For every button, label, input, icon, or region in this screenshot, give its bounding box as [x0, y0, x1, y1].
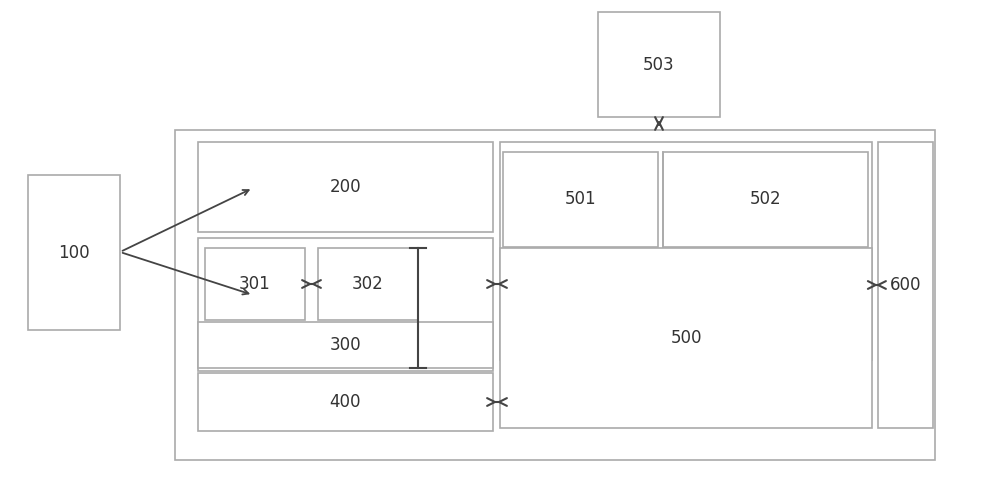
Bar — [500, 142, 872, 360]
Text: 500: 500 — [670, 329, 702, 347]
Text: 301: 301 — [239, 275, 271, 293]
Text: 600: 600 — [890, 276, 921, 294]
Bar — [663, 152, 868, 247]
Bar — [598, 12, 720, 117]
Bar — [503, 152, 658, 247]
Text: 501: 501 — [565, 191, 596, 208]
Bar — [878, 142, 933, 428]
Bar — [318, 248, 418, 320]
Bar — [198, 373, 493, 431]
Bar — [198, 238, 493, 371]
Text: 503: 503 — [643, 55, 675, 73]
Text: 302: 302 — [352, 275, 384, 293]
Bar — [500, 248, 872, 428]
Bar — [175, 130, 935, 460]
Bar — [205, 248, 305, 320]
Bar — [28, 175, 120, 330]
Bar — [198, 142, 493, 232]
Text: 502: 502 — [750, 191, 781, 208]
Text: 200: 200 — [330, 178, 361, 196]
Text: 300: 300 — [330, 336, 361, 354]
Text: 100: 100 — [58, 244, 90, 261]
Text: 400: 400 — [330, 393, 361, 411]
Bar — [198, 322, 493, 368]
